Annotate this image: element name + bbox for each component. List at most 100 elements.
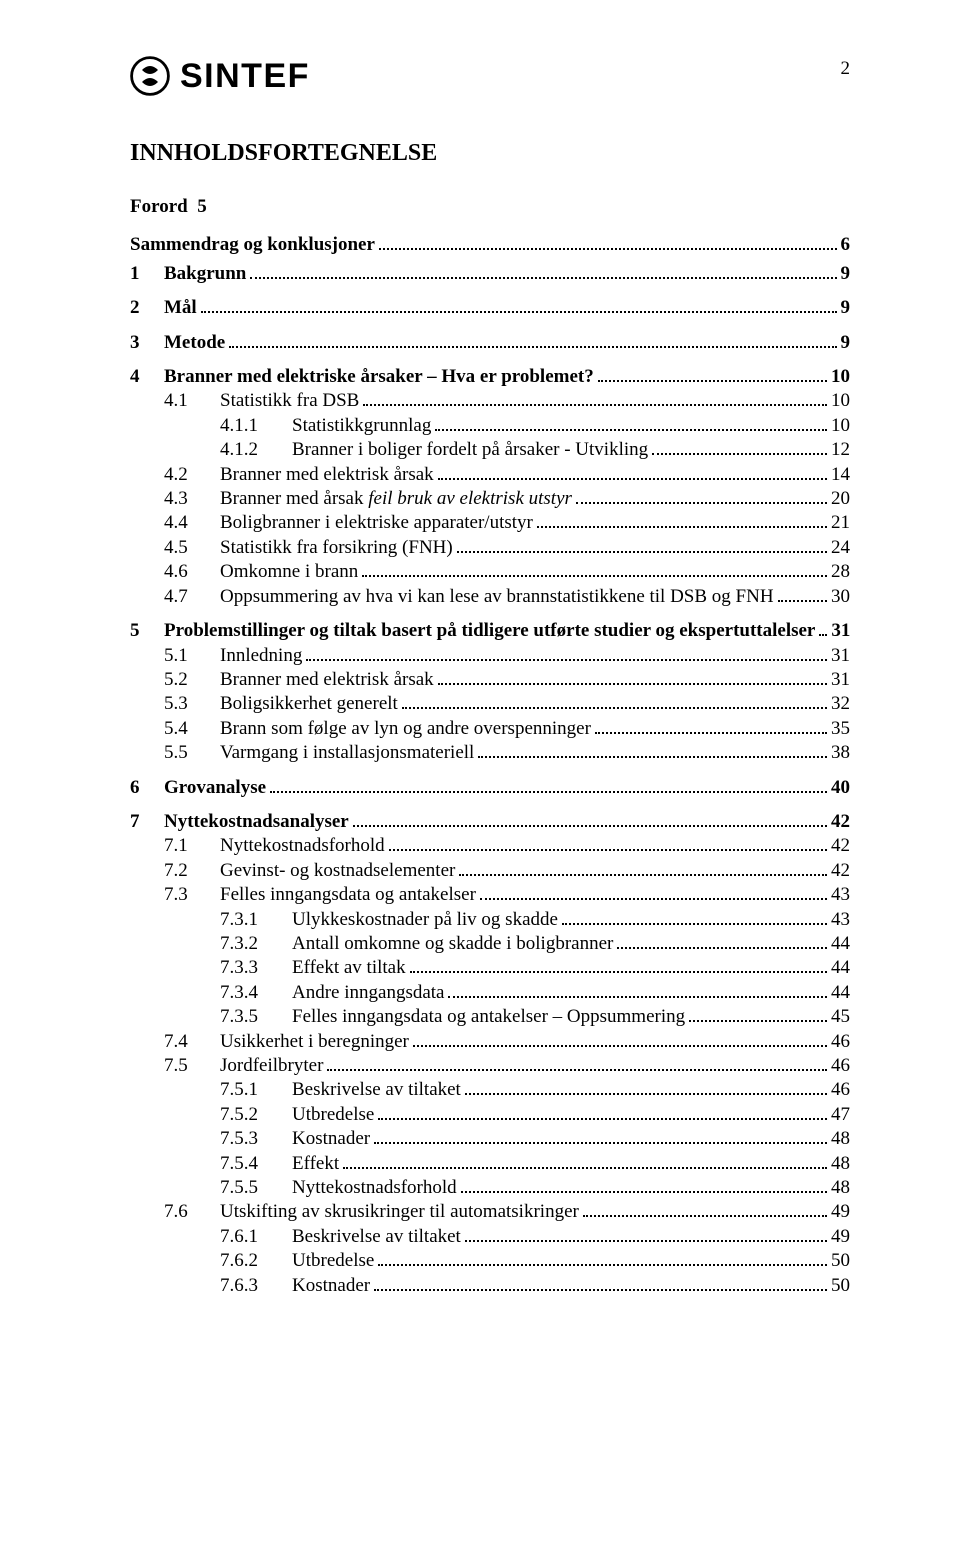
toc-text: Effekt	[292, 1152, 339, 1176]
toc-leader	[478, 741, 827, 758]
toc-text: Statistikk fra forsikring (FNH)	[220, 536, 453, 560]
toc-page: 43	[831, 908, 850, 932]
toc-page: 40	[831, 776, 850, 800]
toc-row: 6Grovanalyse40	[130, 775, 850, 799]
toc-leader	[537, 511, 827, 528]
toc-leader	[576, 487, 827, 504]
toc-page: 12	[831, 438, 850, 462]
toc-leader	[250, 262, 836, 279]
toc-number: 7	[130, 810, 164, 834]
toc-row: 7.3.4Andre inngangsdata44	[130, 981, 850, 1005]
toc-leader	[327, 1054, 827, 1071]
toc-row: 7.5.2Utbredelse 47	[130, 1103, 850, 1127]
sintef-logo-icon	[130, 56, 170, 96]
toc-leader	[343, 1152, 827, 1169]
toc-number: 7.3.2	[220, 932, 292, 956]
toc-number: 7.6.3	[220, 1274, 292, 1298]
toc-number: 7.5.1	[220, 1078, 292, 1102]
toc-page: 50	[831, 1274, 850, 1298]
toc-number: 7.5.5	[220, 1176, 292, 1200]
toc-row: 7.6.3Kostnader 50	[130, 1274, 850, 1298]
toc-number: 7.6.2	[220, 1249, 292, 1273]
toc-row: 4.2Branner med elektrisk årsak14	[130, 463, 850, 487]
toc-leader	[435, 414, 827, 431]
toc-leader	[448, 981, 827, 998]
toc-page: 42	[831, 810, 850, 834]
toc-page: 48	[831, 1127, 850, 1151]
toc-leader	[306, 643, 827, 660]
toc-text: Problemstillinger og tiltak basert på ti…	[164, 619, 815, 643]
toc-row: 1Bakgrunn9	[130, 262, 850, 286]
toc-page: 46	[831, 1054, 850, 1078]
toc-text: Mål	[164, 296, 197, 320]
toc-leader	[363, 389, 827, 406]
toc-text: Branner med årsak feil bruk av elektrisk…	[220, 487, 572, 511]
toc-number: 5.4	[164, 717, 220, 741]
toc-number: 7.3.1	[220, 908, 292, 932]
toc-page: 48	[831, 1152, 850, 1176]
toc-page: 47	[831, 1103, 850, 1127]
logo-wordmark: SINTEF	[180, 57, 310, 96]
front-matter-label: Forord	[130, 195, 188, 219]
toc-gap	[130, 765, 850, 775]
toc-page: 49	[831, 1225, 850, 1249]
toc-text: Statistikkgrunnlag	[292, 414, 431, 438]
toc-leader	[562, 907, 827, 924]
toc-page: 32	[831, 692, 850, 716]
toc-row: 4.1.1Statistikkgrunnlag10	[130, 414, 850, 438]
toc-leader	[201, 296, 837, 313]
toc-number: 5	[130, 619, 164, 643]
toc-row: 4.4Boligbranner i elektriske apparater/u…	[130, 511, 850, 535]
toc-row: 4.1Statistikk fra DSB10	[130, 389, 850, 413]
toc-row: 7.3.1Ulykkeskostnader på liv og skadde 43	[130, 907, 850, 931]
toc-number: 3	[130, 331, 164, 355]
toc-text: Beskrivelse av tiltaket	[292, 1225, 461, 1249]
toc-text: Kostnader	[292, 1274, 370, 1298]
toc-row: 7.2Gevinst- og kostnadselementer42	[130, 859, 850, 883]
toc-text: Utbredelse	[292, 1249, 374, 1273]
toc-text: Utbredelse	[292, 1103, 374, 1127]
toc-row: 7.4Usikkerhet i beregninger46	[130, 1030, 850, 1054]
toc-row: 5.2Branner med elektrisk årsak31	[130, 668, 850, 692]
toc-row: 5.3Boligsikkerhet generelt32	[130, 692, 850, 716]
front-matter-page: 5	[188, 195, 207, 219]
toc-text: Nyttekostnadsforhold	[220, 834, 385, 858]
toc-row: 7.5.5Nyttekostnadsforhold48	[130, 1176, 850, 1200]
toc-gap	[130, 355, 850, 365]
toc-text: Gevinst- og kostnadselementer	[220, 859, 455, 883]
toc-leader	[389, 834, 827, 851]
front-matter-row: Forord 5	[130, 195, 850, 219]
toc-row: 7.5Jordfeilbryter46	[130, 1054, 850, 1078]
toc-number: 7.5	[164, 1054, 220, 1078]
toc-row: 4.1.2Branner i boliger fordelt på årsake…	[130, 438, 850, 462]
toc-row: 7.3.5Felles inngangsdata og antakelser –…	[130, 1005, 850, 1029]
toc-leader	[689, 1005, 827, 1022]
toc-page: 30	[831, 585, 850, 609]
toc-leader	[583, 1200, 827, 1217]
toc-leader	[778, 585, 827, 602]
toc-number: 7.5.2	[220, 1103, 292, 1127]
toc-text-italic: feil bruk av elektrisk utstyr	[368, 488, 572, 509]
toc-page: 44	[831, 956, 850, 980]
toc-text: Varmgang i installasjonsmateriell	[220, 741, 474, 765]
toc-number: 7.6.1	[220, 1225, 292, 1249]
toc-page: 45	[831, 1005, 850, 1029]
toc-gap	[130, 609, 850, 619]
toc-leader	[617, 932, 827, 949]
toc-page: 46	[831, 1078, 850, 1102]
toc-row: 5.4Brann som følge av lyn og andre overs…	[130, 717, 850, 741]
toc-number: 4.2	[164, 463, 220, 487]
toc-text: Nyttekostnadsforhold	[292, 1176, 457, 1200]
toc-row: 2Mål9	[130, 296, 850, 320]
toc-text: Felles inngangsdata og antakelser	[220, 883, 476, 907]
toc-text: Ulykkeskostnader på liv og skadde	[292, 908, 558, 932]
toc-row: 5Problemstillinger og tiltak basert på t…	[130, 619, 850, 643]
toc-row: 7.3.3Effekt av tiltak44	[130, 956, 850, 980]
toc-number: 5.5	[164, 741, 220, 765]
toc-text: Utskifting av skrusikringer til automats…	[220, 1200, 579, 1224]
toc-number: 5.1	[164, 644, 220, 668]
toc-leader	[652, 438, 827, 455]
toc-gap	[130, 286, 850, 296]
toc-leader	[438, 668, 827, 685]
document-title: INNHOLDSFORTEGNELSE	[130, 140, 850, 167]
